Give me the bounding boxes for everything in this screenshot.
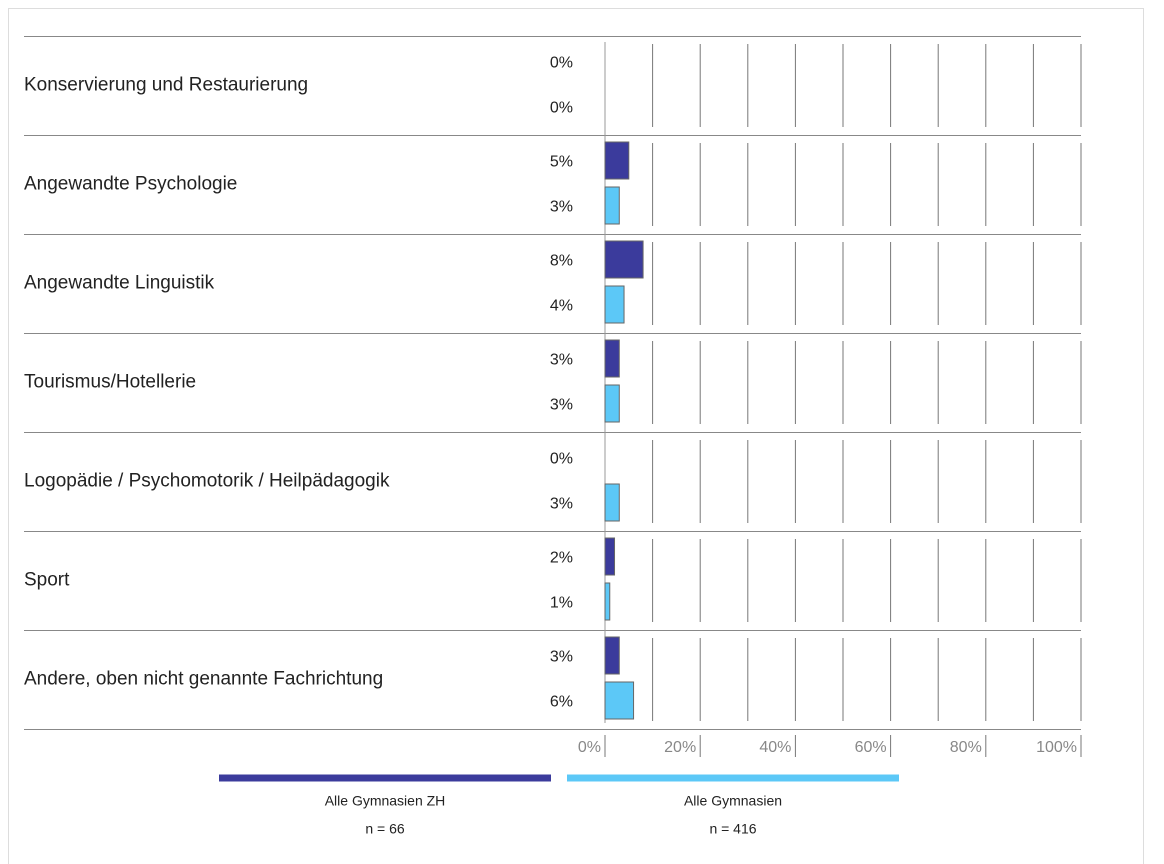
category-label: Konservierung und Restaurierung bbox=[24, 75, 308, 96]
value-label: 3% bbox=[550, 496, 573, 513]
x-tick-label: 100% bbox=[1036, 739, 1077, 756]
value-label: 3% bbox=[550, 649, 573, 666]
value-label: 6% bbox=[550, 694, 573, 711]
x-tick-label: 80% bbox=[950, 739, 982, 756]
bar bbox=[604, 384, 620, 423]
value-label: 3% bbox=[550, 397, 573, 414]
bar bbox=[604, 681, 635, 720]
value-label: 0% bbox=[550, 55, 573, 72]
x-tick-label: 20% bbox=[664, 739, 696, 756]
x-tick-label: 40% bbox=[759, 739, 791, 756]
value-label: 3% bbox=[550, 199, 573, 216]
value-label: 1% bbox=[550, 595, 573, 612]
bar bbox=[604, 636, 620, 675]
value-label: 4% bbox=[550, 298, 573, 315]
category-label: Logopädie / Psychomotorik / Heilpädagogi… bbox=[24, 471, 390, 492]
category-label: Angewandte Linguistik bbox=[24, 273, 215, 294]
value-label: 5% bbox=[550, 154, 573, 171]
legend-label: Alle Gymnasien ZH bbox=[325, 793, 446, 809]
bar bbox=[604, 141, 630, 180]
category-label: Andere, oben nicht genannte Fachrichtung bbox=[24, 669, 383, 690]
x-tick-label: 60% bbox=[855, 739, 887, 756]
legend-label: Alle Gymnasien bbox=[684, 793, 782, 809]
bar bbox=[604, 582, 611, 621]
bar bbox=[604, 339, 620, 378]
value-label: 8% bbox=[550, 253, 573, 270]
x-tick-label: 0% bbox=[578, 739, 601, 756]
frame bbox=[8, 8, 1144, 864]
value-label: 3% bbox=[550, 352, 573, 369]
value-label: 0% bbox=[550, 100, 573, 117]
legend-n: n = 416 bbox=[709, 821, 756, 837]
legend-n: n = 66 bbox=[365, 821, 405, 837]
bar bbox=[604, 537, 616, 576]
bar bbox=[604, 483, 620, 522]
value-label: 2% bbox=[550, 550, 573, 567]
bar bbox=[604, 240, 644, 279]
category-label: Angewandte Psychologie bbox=[24, 174, 237, 195]
bar bbox=[604, 186, 620, 225]
bar bbox=[604, 285, 625, 324]
category-label: Tourismus/Hotellerie bbox=[24, 372, 196, 393]
category-label: Sport bbox=[24, 570, 70, 591]
value-label: 0% bbox=[550, 451, 573, 468]
